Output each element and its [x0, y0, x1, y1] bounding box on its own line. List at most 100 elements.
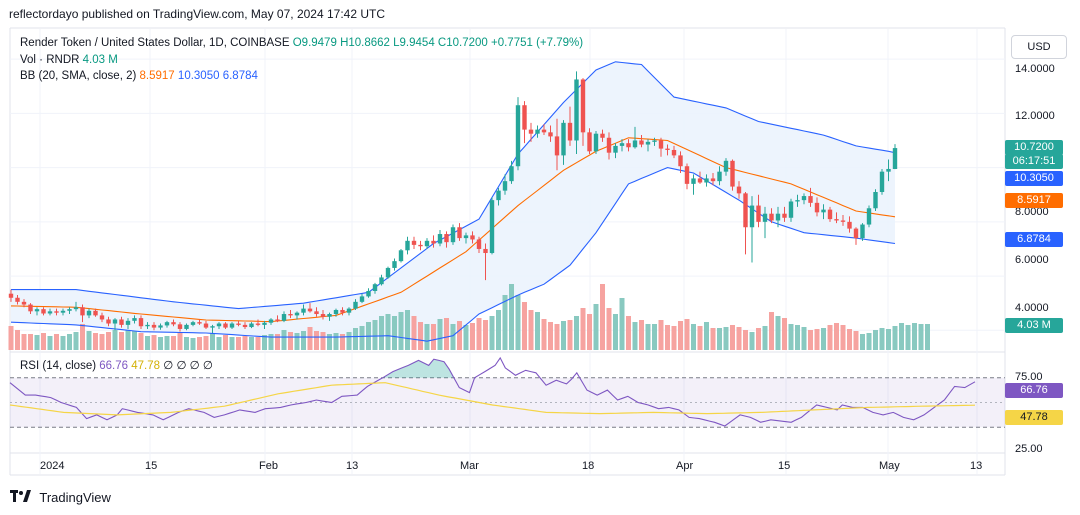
candle-body	[704, 178, 709, 183]
candle-body	[54, 311, 59, 313]
volume-bar	[899, 323, 904, 350]
candle-body	[814, 202, 820, 213]
volume-bar	[320, 332, 326, 350]
time-tick-feb: Feb	[259, 460, 278, 472]
price-tick-8: 8.0000	[1015, 206, 1049, 218]
time-tick-mar18: 18	[582, 460, 595, 472]
volume-bar	[587, 314, 592, 350]
volume-bar	[756, 328, 761, 350]
candle-body	[73, 307, 79, 310]
volume-bar	[918, 324, 924, 350]
volume-bar	[216, 337, 222, 350]
candle-body	[15, 297, 20, 302]
volume-bar	[353, 328, 358, 350]
volume-bar	[99, 334, 105, 350]
volume-bar	[827, 325, 833, 350]
volume-bar	[268, 334, 274, 350]
candle-body	[496, 190, 501, 201]
candle-body	[717, 171, 722, 182]
candle-body	[548, 132, 553, 137]
legend-main: Render Token / United States Dollar, 1D,…	[20, 35, 583, 51]
volume-bar	[385, 314, 391, 350]
volume-bar	[840, 325, 846, 350]
volume-bar	[8, 326, 14, 350]
volume-bar	[769, 312, 774, 350]
volume-bar	[821, 328, 826, 350]
rsi-label[interactable]: RSI (14, close)	[20, 360, 97, 372]
volume-bar	[21, 334, 27, 350]
candle-body	[522, 105, 527, 130]
volume-bar	[392, 316, 397, 350]
candle-body	[457, 227, 462, 239]
candle-body	[645, 141, 651, 145]
volume-bar	[801, 327, 807, 350]
candle-body	[28, 304, 33, 312]
volume-bar	[905, 325, 911, 350]
candles	[8, 71, 898, 334]
volume-bar	[177, 332, 183, 350]
volume-bar	[743, 330, 748, 350]
candle-body	[99, 315, 105, 320]
candle-body	[587, 132, 592, 152]
candle-body	[756, 205, 761, 222]
bollinger-band-fill	[11, 61, 895, 342]
candle-body	[483, 248, 488, 254]
bb-basis-line	[10, 137, 896, 323]
volume-bar	[333, 333, 339, 350]
volume-bar	[262, 335, 267, 350]
candle-body	[515, 105, 521, 167]
volume-bar	[15, 330, 20, 350]
candle-body	[873, 192, 878, 209]
volume-bar	[567, 320, 573, 350]
volume-bar	[814, 329, 820, 350]
candle-body	[392, 261, 397, 268]
candle-body	[34, 309, 40, 312]
volume-bar	[483, 320, 488, 350]
volume-bar	[203, 336, 209, 350]
volume-bar	[41, 333, 46, 350]
volume-label[interactable]: Vol · RNDR	[20, 54, 80, 66]
candle-body	[424, 240, 430, 247]
volume-bar	[912, 323, 917, 350]
volume-bar	[301, 331, 306, 350]
volume-bar	[853, 331, 859, 350]
bb-upper-value: 10.3050	[177, 70, 220, 82]
volume-bar	[145, 336, 150, 350]
volume-bar	[28, 334, 33, 350]
volume-bar	[717, 328, 722, 350]
symbol-title[interactable]: Render Token / United States Dollar, 1D,…	[20, 37, 290, 49]
volume-bar	[379, 316, 384, 350]
volume-bar	[372, 320, 378, 350]
volume-bar	[444, 318, 449, 350]
currency-button[interactable]: USD	[1011, 35, 1067, 59]
candle-body	[197, 322, 202, 324]
volume-bar	[86, 331, 92, 350]
volume-bar	[307, 327, 313, 350]
footer-brand[interactable]: TradingView	[39, 490, 111, 505]
candle-body	[281, 314, 287, 321]
time-tick-2024: 2024	[40, 460, 65, 472]
volume-bar	[359, 326, 365, 350]
volume-bar	[164, 336, 170, 350]
volume-bar	[67, 334, 72, 350]
candle-body	[86, 310, 92, 316]
candle-body	[41, 309, 46, 314]
candle-body	[502, 181, 508, 191]
volume-bar	[762, 326, 768, 350]
bb-label[interactable]: BB (20, SMA, close, 2)	[20, 70, 137, 82]
volume-bar	[73, 332, 79, 350]
candle-body	[307, 308, 313, 312]
candle-body	[626, 143, 631, 148]
ohlc-open: O9.9479	[292, 37, 337, 49]
volume-bar	[535, 312, 540, 350]
candle-body	[444, 234, 449, 243]
volume-bar	[561, 321, 566, 350]
volume-bar	[437, 319, 443, 350]
volume-bar	[463, 325, 469, 350]
rsi-line	[9, 356, 976, 427]
candle-body	[723, 160, 729, 172]
rsi-ma-line	[9, 382, 976, 416]
volume-bar	[866, 333, 872, 350]
candle-body	[431, 240, 436, 244]
